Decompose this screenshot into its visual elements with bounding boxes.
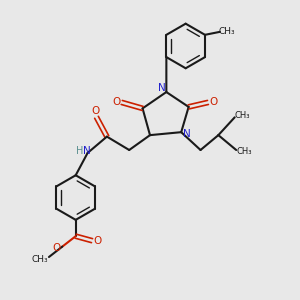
Text: CH₃: CH₃ (236, 147, 252, 156)
Text: N: N (158, 82, 166, 93)
Text: CH₃: CH₃ (218, 27, 235, 36)
Text: O: O (209, 98, 218, 107)
Text: O: O (93, 236, 101, 246)
Text: CH₃: CH₃ (32, 256, 48, 265)
Text: N: N (183, 129, 191, 139)
Text: N: N (83, 146, 91, 157)
Text: O: O (112, 98, 121, 107)
Text: O: O (91, 106, 99, 116)
Text: CH₃: CH₃ (235, 111, 250, 120)
Text: O: O (53, 243, 61, 253)
Text: H: H (76, 146, 84, 157)
